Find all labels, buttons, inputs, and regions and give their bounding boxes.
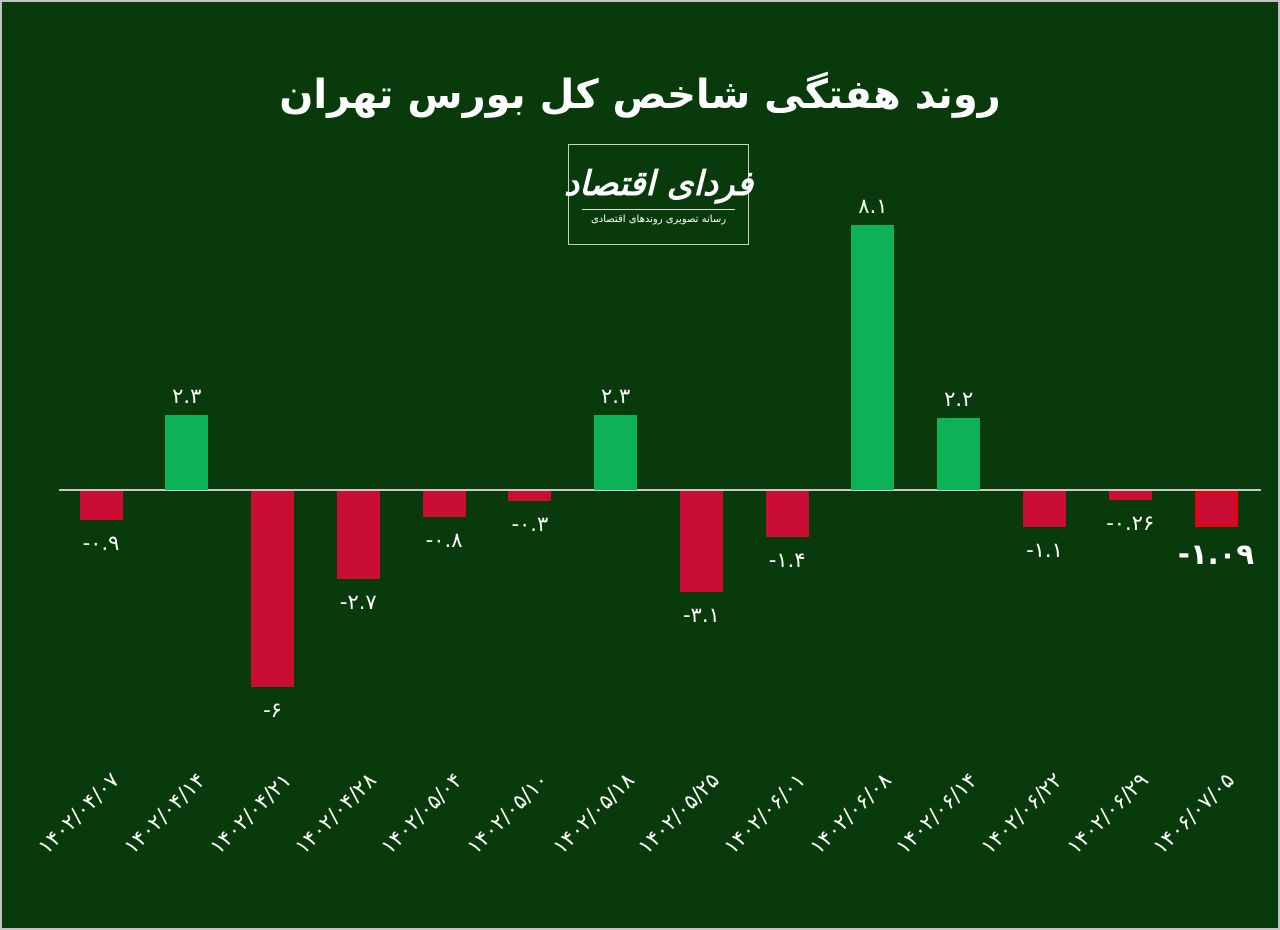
bar-1402-06-22: [1022, 491, 1066, 527]
value-label: ۲.۲: [944, 387, 974, 412]
bar-1402-04-21: [251, 491, 295, 688]
bar-1402-06-29: [1108, 491, 1152, 500]
x-tick-label: ۱۴۰۲/۰۵/۱۸: [547, 768, 639, 859]
value-label: -۶: [263, 698, 282, 723]
value-label: ۲.۳: [600, 383, 631, 408]
value-label: -۲.۷: [339, 590, 377, 615]
bar-1402-05-25: [679, 491, 723, 593]
bar-1402-05-04: [422, 491, 466, 518]
value-label: -۱.۰۹: [1177, 536, 1255, 571]
bar-1402-05-10: [508, 491, 552, 501]
value-label: -۰.۸: [425, 528, 463, 553]
x-tick-label: ۱۴۰۲/۰۶/۰۸: [805, 768, 896, 859]
x-tick-label: ۱۴۰۲/۰۵/۲۵: [633, 768, 725, 859]
value-label: -۱.۱: [1026, 537, 1063, 562]
value-label: -۰.۹: [82, 531, 120, 556]
x-tick-label: ۱۴۰۲/۰۶/۲۲: [976, 768, 1068, 859]
bar-1402-04-14: [165, 414, 209, 490]
value-label: ۲.۳: [172, 383, 202, 408]
zero-axis-line: [59, 489, 1261, 491]
x-tick-label: ۱۴۰۲/۰۴/۲۸: [290, 768, 382, 859]
value-label: -۱.۴: [768, 547, 806, 572]
x-tick-label: ۱۴۰۲/۰۶/۰۱: [719, 768, 811, 859]
x-tick-label: ۱۴۰۲/۰۴/۲۱: [204, 768, 296, 859]
value-label: ۸.۱: [858, 194, 888, 219]
value-label: -۰.۳: [511, 511, 549, 536]
x-tick-label: ۱۴۰۶/۰۷/۰۵: [1148, 768, 1239, 859]
x-tick-label: ۱۴۰۲/۰۴/۱۴: [118, 768, 210, 859]
bar-1406-07-05: [1194, 491, 1238, 527]
x-tick-label: ۱۴۰۲/۰۶/۱۴: [890, 768, 982, 859]
value-label: -۳.۱: [682, 603, 720, 628]
bar-1402-06-01: [765, 491, 809, 537]
bar-1402-06-08: [851, 225, 895, 490]
x-tick-label: ۱۴۰۲/۰۵/۰۴: [376, 768, 468, 859]
bar-1402-05-18: [594, 414, 638, 490]
x-tick-label: ۱۴۰۲/۰۶/۲۹: [1062, 768, 1154, 859]
bar-1402-04-07: [79, 491, 123, 521]
logo-tagline: رسانه تصویری روندهای اقتصادی: [581, 209, 736, 225]
bar-1402-04-28: [336, 491, 380, 580]
logo-wordmark: فردای اقتصاد: [564, 163, 753, 204]
logo: فردای اقتصاد رسانه تصویری روندهای اقتصاد…: [564, 144, 753, 245]
x-tick-label: ۱۴۰۲/۰۵/۱۰: [462, 768, 553, 859]
chart-title: روند هفتگی شاخص کل بورس تهران: [279, 72, 1001, 118]
bar-1402-06-14: [937, 418, 981, 490]
value-label: -۰.۲۶: [1106, 510, 1155, 535]
